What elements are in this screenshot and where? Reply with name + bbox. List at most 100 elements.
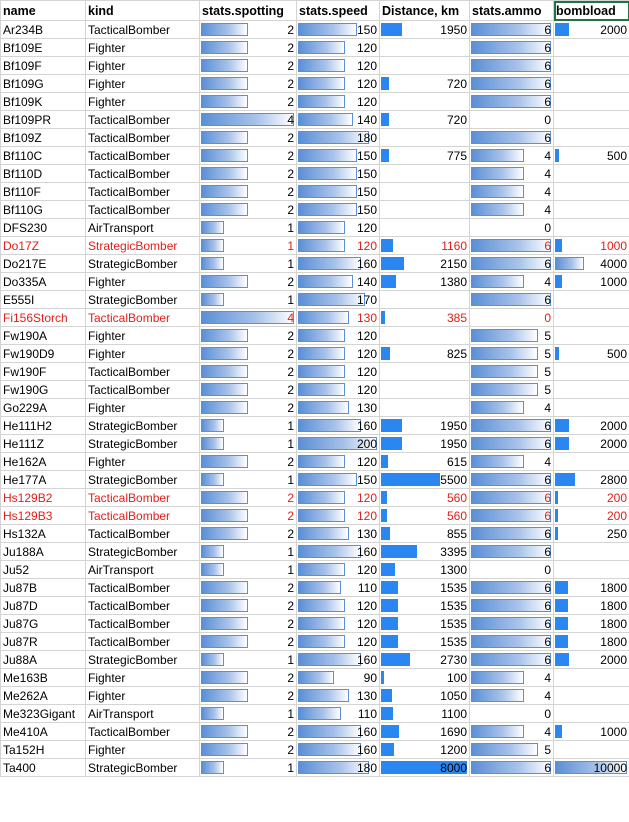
cell-spotting[interactable]: 2 <box>199 56 297 75</box>
cell-speed[interactable]: 150 <box>296 20 380 39</box>
cell-name[interactable]: Bf109G <box>0 74 86 93</box>
cell-bombload[interactable]: 250 <box>553 524 629 543</box>
cell-spotting[interactable]: 1 <box>199 542 297 561</box>
cell-distance[interactable] <box>379 92 470 111</box>
cell-distance[interactable]: 1535 <box>379 578 470 597</box>
cell-spotting[interactable]: 1 <box>199 236 297 255</box>
cell-spotting[interactable]: 1 <box>199 254 297 273</box>
cell-speed[interactable]: 120 <box>296 362 380 381</box>
cell-bombload[interactable] <box>553 380 629 399</box>
cell-distance[interactable] <box>379 164 470 183</box>
header-bombload[interactable]: bombload <box>553 0 629 21</box>
cell-distance[interactable]: 1690 <box>379 722 470 741</box>
cell-kind[interactable]: Fighter <box>85 38 200 57</box>
cell-ammo[interactable]: 4 <box>469 182 554 201</box>
cell-bombload[interactable] <box>553 686 629 705</box>
cell-ammo[interactable]: 0 <box>469 308 554 327</box>
cell-kind[interactable]: StrategicBomber <box>85 290 200 309</box>
cell-speed[interactable]: 120 <box>296 380 380 399</box>
cell-name[interactable]: Ju87G <box>0 614 86 633</box>
cell-name[interactable]: Ta400 <box>0 758 86 777</box>
cell-kind[interactable]: Fighter <box>85 452 200 471</box>
cell-bombload[interactable]: 2000 <box>553 434 629 453</box>
cell-bombload[interactable] <box>553 218 629 237</box>
cell-bombload[interactable] <box>553 668 629 687</box>
cell-speed[interactable]: 120 <box>296 452 380 471</box>
header-kind[interactable]: kind <box>85 0 200 21</box>
cell-ammo[interactable]: 6 <box>469 254 554 273</box>
cell-kind[interactable]: TacticalBomber <box>85 488 200 507</box>
cell-bombload[interactable]: 2000 <box>553 20 629 39</box>
cell-distance[interactable]: 1535 <box>379 614 470 633</box>
cell-bombload[interactable]: 1000 <box>553 272 629 291</box>
cell-speed[interactable]: 160 <box>296 650 380 669</box>
cell-name[interactable]: Bf109E <box>0 38 86 57</box>
cell-spotting[interactable]: 1 <box>199 416 297 435</box>
cell-distance[interactable]: 2730 <box>379 650 470 669</box>
cell-spotting[interactable]: 2 <box>199 146 297 165</box>
cell-distance[interactable] <box>379 398 470 417</box>
cell-name[interactable]: Ar234B <box>0 20 86 39</box>
cell-ammo[interactable]: 0 <box>469 218 554 237</box>
cell-spotting[interactable]: 2 <box>199 38 297 57</box>
cell-distance[interactable] <box>379 326 470 345</box>
cell-ammo[interactable]: 6 <box>469 632 554 651</box>
cell-bombload[interactable] <box>553 164 629 183</box>
cell-name[interactable]: Bf110C <box>0 146 86 165</box>
cell-spotting[interactable]: 2 <box>199 686 297 705</box>
cell-ammo[interactable]: 6 <box>469 578 554 597</box>
cell-spotting[interactable]: 2 <box>199 524 297 543</box>
header-distance[interactable]: Distance, km <box>379 0 470 21</box>
cell-ammo[interactable]: 6 <box>469 488 554 507</box>
cell-kind[interactable]: StrategicBomber <box>85 470 200 489</box>
cell-name[interactable]: Go229A <box>0 398 86 417</box>
cell-speed[interactable]: 120 <box>296 38 380 57</box>
cell-speed[interactable]: 140 <box>296 110 380 129</box>
cell-speed[interactable]: 120 <box>296 596 380 615</box>
cell-ammo[interactable]: 6 <box>469 506 554 525</box>
cell-ammo[interactable]: 4 <box>469 146 554 165</box>
cell-kind[interactable]: AirTransport <box>85 704 200 723</box>
cell-name[interactable]: Fw190G <box>0 380 86 399</box>
cell-spotting[interactable]: 2 <box>199 74 297 93</box>
cell-speed[interactable]: 120 <box>296 506 380 525</box>
cell-speed[interactable]: 120 <box>296 218 380 237</box>
cell-speed[interactable]: 150 <box>296 182 380 201</box>
cell-speed[interactable]: 160 <box>296 416 380 435</box>
cell-name[interactable]: Hs132A <box>0 524 86 543</box>
cell-spotting[interactable]: 2 <box>199 578 297 597</box>
cell-name[interactable]: Ju87R <box>0 632 86 651</box>
cell-spotting[interactable]: 2 <box>199 344 297 363</box>
cell-distance[interactable]: 855 <box>379 524 470 543</box>
cell-spotting[interactable]: 2 <box>199 272 297 291</box>
cell-bombload[interactable] <box>553 290 629 309</box>
cell-speed[interactable]: 150 <box>296 470 380 489</box>
cell-speed[interactable]: 160 <box>296 722 380 741</box>
cell-name[interactable]: Ju88A <box>0 650 86 669</box>
cell-bombload[interactable]: 2000 <box>553 416 629 435</box>
cell-speed[interactable]: 120 <box>296 92 380 111</box>
cell-spotting[interactable]: 2 <box>199 182 297 201</box>
cell-ammo[interactable]: 6 <box>469 758 554 777</box>
cell-name[interactable]: Bf110D <box>0 164 86 183</box>
cell-kind[interactable]: TacticalBomber <box>85 20 200 39</box>
cell-distance[interactable]: 560 <box>379 506 470 525</box>
cell-name[interactable]: He111H2 <box>0 416 86 435</box>
cell-spotting[interactable]: 2 <box>199 614 297 633</box>
cell-spotting[interactable]: 2 <box>199 632 297 651</box>
cell-bombload[interactable] <box>553 56 629 75</box>
cell-name[interactable]: Me410A <box>0 722 86 741</box>
cell-ammo[interactable]: 6 <box>469 236 554 255</box>
cell-distance[interactable]: 100 <box>379 668 470 687</box>
cell-kind[interactable]: Fighter <box>85 272 200 291</box>
cell-name[interactable]: Ju188A <box>0 542 86 561</box>
cell-bombload[interactable] <box>553 452 629 471</box>
cell-distance[interactable]: 1160 <box>379 236 470 255</box>
cell-bombload[interactable] <box>553 740 629 759</box>
cell-speed[interactable]: 160 <box>296 542 380 561</box>
cell-bombload[interactable]: 1800 <box>553 614 629 633</box>
cell-ammo[interactable]: 5 <box>469 344 554 363</box>
cell-name[interactable]: Ta152H <box>0 740 86 759</box>
cell-name[interactable]: Bf109F <box>0 56 86 75</box>
cell-spotting[interactable]: 1 <box>199 218 297 237</box>
